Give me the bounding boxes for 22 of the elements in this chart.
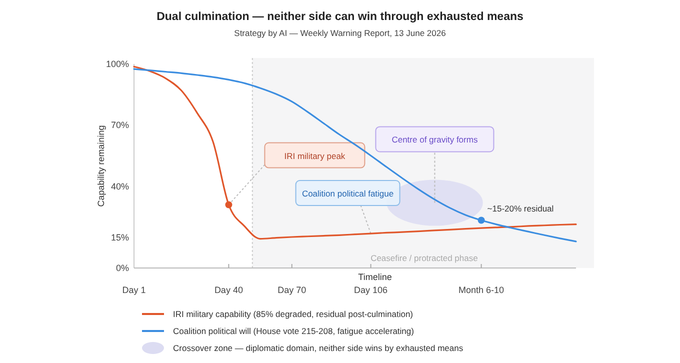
- annotation: Ceasefire / protracted phase: [370, 253, 478, 263]
- annotation: Centre of gravity forms: [392, 134, 478, 145]
- annotation: ~15-20% residual: [487, 203, 554, 214]
- y-axis-title: Capability remaining: [96, 125, 106, 207]
- x-tick-label: Day 70: [278, 285, 306, 295]
- x-tick-label: Day 1: [122, 285, 146, 295]
- chart-subtitle: Strategy by AI — Weekly Warning Report, 13 June 2026: [234, 28, 446, 38]
- x-tick-label: Day 40: [214, 285, 243, 295]
- text: Crossover zone — diplomatic domain, neither side wins by exhausted means: [173, 343, 464, 353]
- annotation: IRI military peak: [284, 150, 346, 161]
- x-axis-title: Timeline: [358, 272, 392, 282]
- y-tick-label: 0%: [116, 263, 129, 273]
- x-tick-label: Day 106: [354, 285, 388, 295]
- chart-title: Dual culmination — neither side can win through exhausted means: [156, 11, 524, 23]
- legend-label: IRI military capability (85% degraded, residual post-culmination): [173, 309, 414, 319]
- y-tick-label: 40%: [110, 181, 129, 192]
- y-tick-label: 100%: [106, 59, 129, 69]
- legend-label: Coalition political will (House vote 215-208, fatigue accelerating): [173, 326, 414, 336]
- x-tick-label: Month 6-10: [458, 285, 504, 295]
- y-tick-label: 70%: [110, 120, 129, 130]
- y-tick-label: 15%: [110, 232, 129, 242]
- annotation: Coalition political fatigue: [302, 188, 394, 199]
